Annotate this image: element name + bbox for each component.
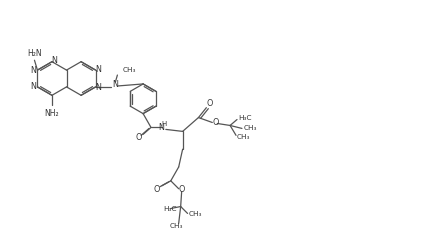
Text: H₂N: H₂N xyxy=(27,49,42,58)
Text: CH₃: CH₃ xyxy=(244,125,258,132)
Text: H₃C: H₃C xyxy=(163,205,177,212)
Text: O: O xyxy=(212,118,219,127)
Text: CH₃: CH₃ xyxy=(122,67,136,73)
Text: N: N xyxy=(30,66,36,75)
Text: H: H xyxy=(161,122,167,127)
Text: CH₃: CH₃ xyxy=(170,223,184,229)
Text: N: N xyxy=(30,82,36,92)
Text: O: O xyxy=(136,133,142,142)
Text: N: N xyxy=(158,123,164,132)
Text: N: N xyxy=(96,65,102,74)
Text: CH₃: CH₃ xyxy=(237,134,250,140)
Text: O: O xyxy=(178,185,185,194)
Text: O: O xyxy=(154,185,160,194)
Text: N: N xyxy=(112,81,118,90)
Text: CH₃: CH₃ xyxy=(189,212,202,217)
Text: N: N xyxy=(96,83,102,92)
Text: O: O xyxy=(206,99,212,108)
Text: N: N xyxy=(51,56,57,65)
Text: H₃C: H₃C xyxy=(238,114,251,121)
Text: NH₂: NH₂ xyxy=(45,109,59,118)
